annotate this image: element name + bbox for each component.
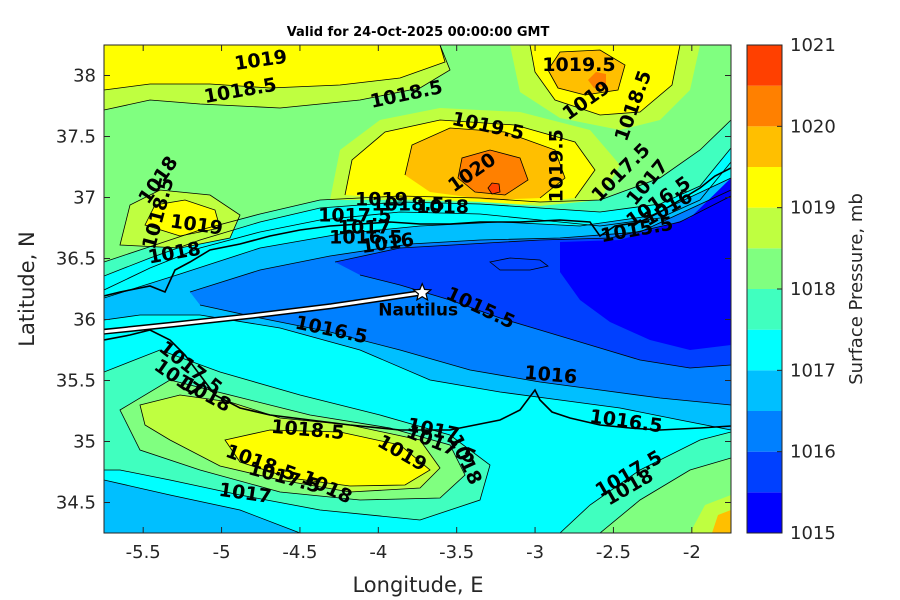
y-tick-label: 37 [73,188,96,209]
contour-line [104,147,731,277]
colorbar-swatch [747,207,782,249]
band-south-1019 [225,430,430,486]
y-tick-label: 36 [73,310,96,331]
contour-line [547,49,626,96]
colorbar-tick-label: 1021 [790,35,836,56]
contour-line [199,304,731,406]
contour-line [404,127,566,199]
contour-line [104,314,731,431]
x-tick-label: -3 [526,542,544,563]
x-tick-label: -5 [213,542,231,563]
contour-label: 1016.5 [329,226,402,248]
chart-title: Valid for 24-Oct-2025 00:00:00 GMT [287,25,550,40]
contour-line [104,45,451,111]
y-tick-label: 38 [73,66,96,87]
x-tick-label: -2 [683,542,701,563]
contour-label: 1019.5 [542,54,615,76]
colorbar-swatch [747,167,782,208]
y-tick-label: 35.5 [56,371,96,392]
contour-line [144,199,221,237]
x-axis-label: Longitude, E [352,573,483,597]
colorbar-label: Surface Pressure, mb [846,193,867,385]
y-tick-label: 35 [73,432,96,453]
nautilus-marker: Nautilus [378,282,458,321]
contour-line [104,119,731,263]
contour-line [189,189,731,293]
ship-track [104,291,423,334]
x-tick-label: -5.5 [126,542,161,563]
colorbar-tick-label: 1017 [790,360,836,381]
contour-label: 1016 [523,362,578,389]
contour-label: 1018.5 [371,193,444,215]
y-tick-label: 37.5 [56,127,96,148]
contour-line [104,177,731,299]
colorbar-swatch [747,370,782,411]
colorbar-tick-label: 1018 [790,279,836,300]
contour-line [119,189,241,249]
colorbar-tick-label: 1016 [790,442,836,463]
band-southwest-1016-5 [104,480,300,533]
contour-line [224,429,431,487]
contour-line [119,379,466,501]
coastline-south [104,329,731,431]
colorbar-swatch [747,248,782,289]
colorbar-swatch [747,289,782,330]
y-axis-label: Latitude, N [15,231,39,347]
contour-line [559,431,731,533]
colorbar-tick-label: 1019 [790,198,836,219]
colorbar-swatch [747,451,782,493]
contour-label: 1017.5 [318,204,391,226]
contour-label: 1017 [338,217,391,239]
colorbar-tick-label: 1020 [790,116,836,137]
band-west-1019 [145,200,220,236]
band-trough-1015 [560,178,731,350]
x-tick-label: -4.5 [282,542,317,563]
contour-line [344,119,596,199]
band-east-1020 [588,72,606,88]
contour-line [104,349,491,521]
colorbar: 1015 1016 1017 1018 1019 1020 1021 [746,35,836,544]
band-southeast-1018 [600,458,731,533]
contour-line [104,45,446,91]
colorbar-swatch [747,85,782,127]
band-north-1019-west [104,45,445,90]
x-tick-label: -3.5 [439,542,474,563]
star-icon [412,282,433,302]
y-tick-label: 34.5 [56,493,96,514]
contour-line [529,45,681,116]
contour-line [457,149,529,196]
contour-line [334,195,731,263]
x-tick-label: -4 [369,542,387,563]
colorbar-swatch [747,126,782,167]
contour-line [489,257,549,271]
x-axis: -5.5 -5 -4.5 -4 -3.5 -3 -2.5 -2 [126,45,701,563]
contour-label: 1019 [355,188,408,210]
coastline-north [104,167,731,297]
contour-label: 1019.5 [546,129,568,202]
y-tick-label: 36.5 [56,249,96,270]
contour-label: 1018 [416,196,469,218]
colorbar-tick-label: 1015 [790,523,836,544]
band-center-1020-5 [488,183,500,194]
band-center-1020 [458,150,528,195]
colorbar-swatch [747,411,782,452]
contour-line [139,394,441,493]
plot-frame [103,44,732,534]
colorbar-swatch [747,329,782,371]
contour-line [599,457,731,533]
nautilus-label: Nautilus [378,301,458,321]
colorbar-swatch [747,45,782,86]
x-tick-label: -2.5 [596,542,631,563]
contour-line [104,161,731,291]
contour-line [487,182,501,195]
colorbar-swatch [747,492,782,533]
y-axis: 34.5 35 35.5 36 36.5 37 37.5 38 [56,66,731,514]
contour-line [104,479,301,533]
band-southeast-1019 [712,510,731,533]
